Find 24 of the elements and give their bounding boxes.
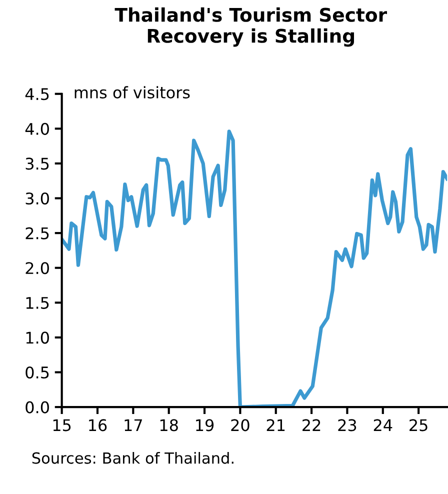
x-tick-label: 18 <box>160 419 178 432</box>
x-tick-label: 21 <box>266 419 285 431</box>
x-tick-label: 17 <box>124 419 142 431</box>
y-tick-label: 3.5 <box>26 158 49 170</box>
y-tick-label: 2.0 <box>26 262 49 274</box>
x-tick-label: 19 <box>196 419 214 432</box>
x-tick-label: 24 <box>374 419 392 431</box>
x-tick-label: 16 <box>89 419 107 432</box>
y-tick-label: 1.5 <box>26 297 49 309</box>
y-tick-label: 2.5 <box>26 227 49 240</box>
y-tick-label: 4.5 <box>25 88 49 100</box>
source-note: Sources: Bank of Thailand. <box>32 452 234 464</box>
x-tick-label: 25 <box>410 419 428 432</box>
y-tick-label: 0.5 <box>26 366 49 379</box>
x-tick-label: 22 <box>302 419 320 431</box>
x-tick-label: 23 <box>338 419 356 432</box>
chart-title: Thailand's Tourism Sector Recovery is Stalling <box>114 7 388 47</box>
y-tick-label: 4.0 <box>25 122 49 135</box>
x-tick-label: 20 <box>231 419 250 432</box>
y-tick-label: 3.0 <box>26 192 49 205</box>
y-tick-label: 1.0 <box>26 332 49 344</box>
x-tick-label: 15 <box>53 419 71 432</box>
y-axis-title: mns of visitors <box>74 86 190 98</box>
y-tick-label: 0.0 <box>26 401 49 414</box>
